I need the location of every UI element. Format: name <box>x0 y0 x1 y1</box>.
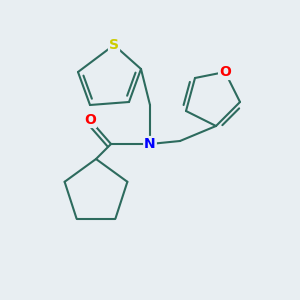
Text: S: S <box>109 38 119 52</box>
Text: O: O <box>84 113 96 127</box>
Text: N: N <box>144 137 156 151</box>
Text: O: O <box>219 65 231 79</box>
